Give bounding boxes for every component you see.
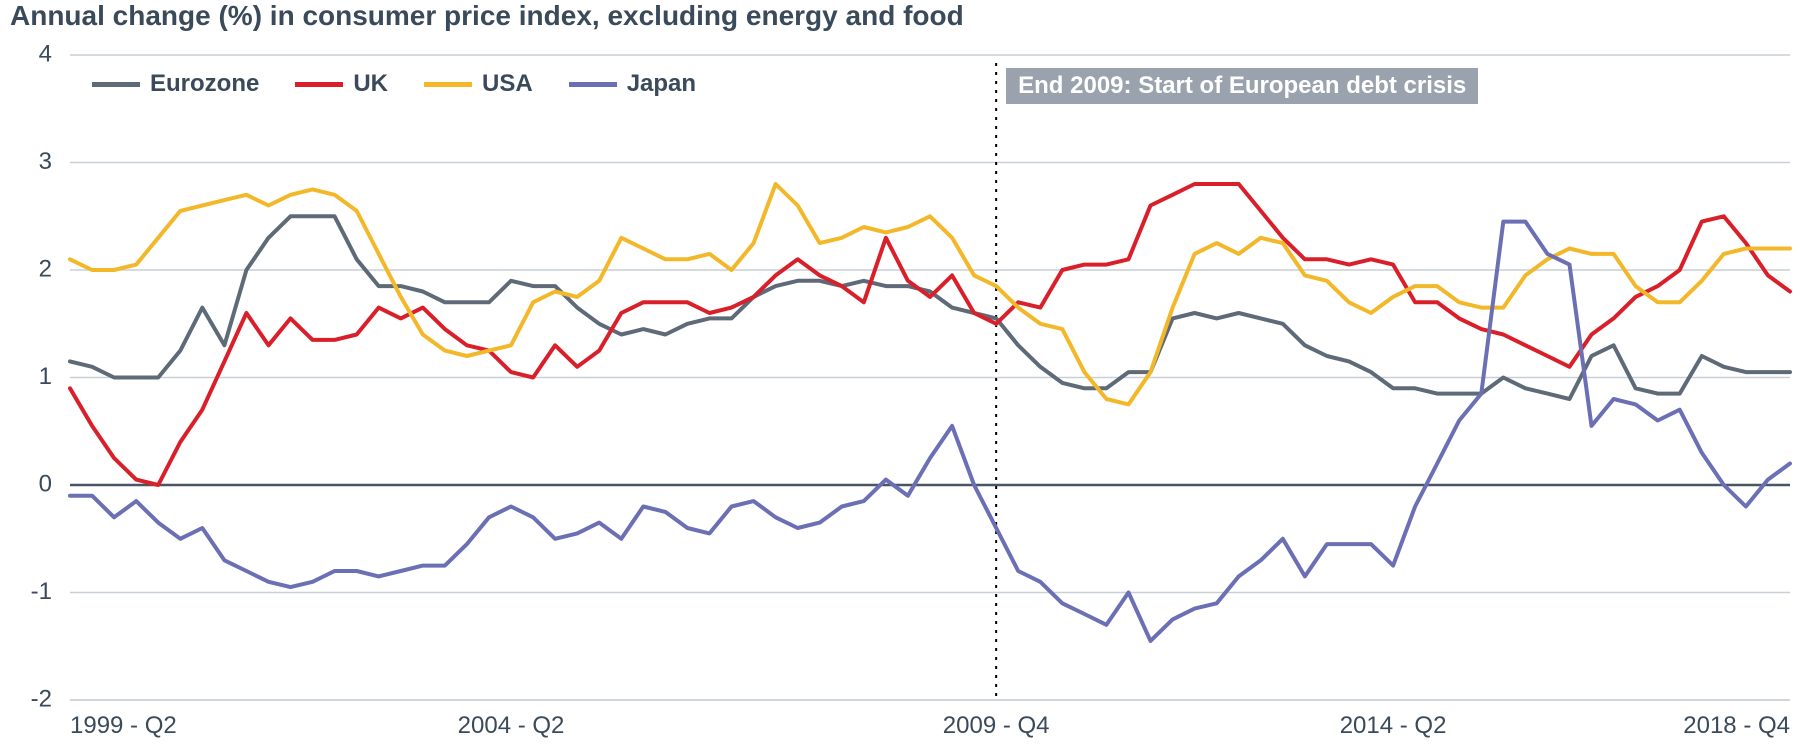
series-line-japan xyxy=(70,222,1790,641)
legend-item-usa: USA xyxy=(424,70,533,98)
legend-label: UK xyxy=(353,70,388,98)
cpi-chart: Annual change (%) in consumer price inde… xyxy=(0,0,1800,750)
x-tick-label: 1999 - Q2 xyxy=(70,712,177,739)
annotation-label: End 2009: Start of European debt crisis xyxy=(1006,68,1478,104)
legend-swatch xyxy=(569,82,617,87)
chart-plot-svg: -2 -1 0 1 2 3 4 1999 - Q2 2004 - Q2 2009 - Q4 2014… xyxy=(0,0,1800,750)
legend-item-japan: Japan xyxy=(569,70,696,98)
y-tick-label: 0 xyxy=(39,470,52,497)
legend-label: Eurozone xyxy=(150,70,259,98)
legend-item-eurozone: Eurozone xyxy=(92,70,259,98)
x-tick-label: 2004 - Q2 xyxy=(458,712,565,739)
y-tick-label: 2 xyxy=(39,255,52,282)
legend-swatch xyxy=(92,82,140,87)
y-tick-label: 1 xyxy=(39,363,52,390)
legend: Eurozone UK USA Japan xyxy=(92,70,696,98)
x-tick-label: 2009 - Q4 xyxy=(943,712,1050,739)
legend-label: USA xyxy=(482,70,533,98)
y-tick-label: -2 xyxy=(31,685,52,712)
y-tick-label: 3 xyxy=(39,148,52,175)
y-tick-label: 4 xyxy=(39,40,52,67)
legend-label: Japan xyxy=(627,70,696,98)
legend-item-uk: UK xyxy=(295,70,388,98)
x-tick-label: 2014 - Q2 xyxy=(1340,712,1447,739)
y-tick-label: -1 xyxy=(31,578,52,605)
legend-swatch xyxy=(424,82,472,87)
legend-swatch xyxy=(295,82,343,87)
x-tick-label: 2018 - Q4 xyxy=(1683,712,1790,739)
series-line-eurozone xyxy=(70,216,1790,399)
